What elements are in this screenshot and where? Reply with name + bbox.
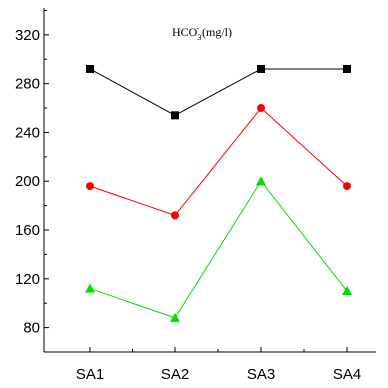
data-point xyxy=(86,182,94,191)
data-point xyxy=(170,312,180,322)
y-tick-label: 160 xyxy=(15,222,40,239)
axes: 80 120 160 200 240 280 320 SA1 SA2 SA3 SA4 xyxy=(15,8,376,383)
y-tick-label: 280 xyxy=(15,76,40,93)
data-point xyxy=(343,64,351,73)
chart-title: HCO3- (mg/l) xyxy=(172,24,232,42)
y-tick-label: 80 xyxy=(23,320,40,337)
data-point xyxy=(257,104,265,113)
series-line-3 xyxy=(89,180,348,319)
series-layer xyxy=(85,64,352,322)
data-point xyxy=(342,286,352,296)
data-point xyxy=(171,111,179,120)
y-tick-label: 240 xyxy=(15,124,40,141)
chart-title-base: HCO xyxy=(172,25,198,39)
y-tick-label: 120 xyxy=(15,271,40,288)
chart-title-sup: - xyxy=(196,24,199,33)
x-tick-label: SA1 xyxy=(76,366,104,383)
data-point xyxy=(85,283,95,293)
series-line-2 xyxy=(89,107,348,216)
data-point xyxy=(171,211,179,220)
y-tick-label: 320 xyxy=(15,27,40,44)
data-point xyxy=(86,64,94,73)
chart-title-unit: (mg/l) xyxy=(199,25,232,39)
data-point xyxy=(256,176,266,186)
data-point xyxy=(343,182,351,191)
x-tick-label: SA4 xyxy=(333,366,361,383)
x-tick-label: SA2 xyxy=(161,366,189,383)
x-tick-label: SA3 xyxy=(247,366,275,383)
series-line-1 xyxy=(89,68,347,116)
chart-title-sub: 3 xyxy=(197,33,201,42)
data-point xyxy=(257,64,265,73)
y-tick-label: 200 xyxy=(15,173,40,190)
